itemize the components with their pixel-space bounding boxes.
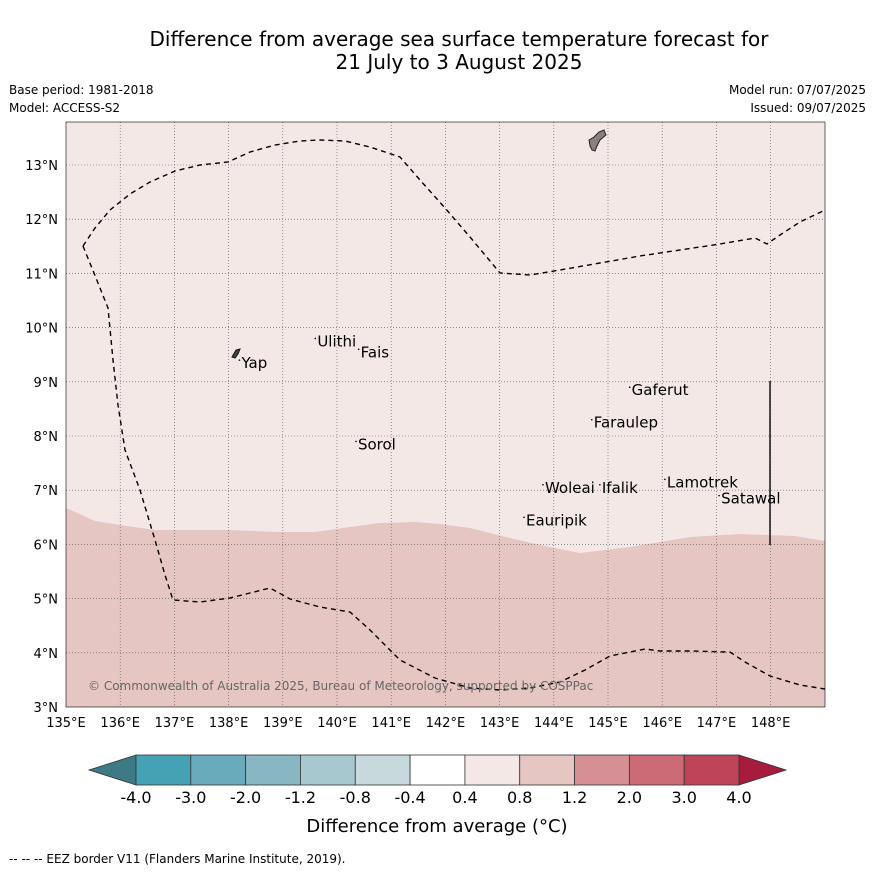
colorbar-cell [519, 754, 575, 786]
lat-tick-label: 5°N [34, 593, 59, 608]
island-marker [357, 348, 360, 351]
lon-tick-label: 136°E [100, 716, 140, 731]
lon-tick-label: 139°E [263, 716, 303, 731]
meta-right: Model run: 07/07/2025 Issued: 09/07/2025 [729, 81, 866, 117]
lon-tick-label: 138°E [209, 716, 249, 731]
latitude-ticks: 3°N 4°N 5°N 6°N 7°N 8°N 9°N 10°N 11°N 12°N 13°N [25, 159, 58, 716]
colorbar-tick-label: -3.0 [175, 788, 206, 807]
lon-tick-label: 137°E [155, 716, 195, 731]
lon-tick-label: 148°E [751, 716, 791, 731]
colorbar-tick-label: 4.0 [726, 788, 751, 807]
lon-tick-label: 147°E [697, 716, 737, 731]
guam-landmass [588, 129, 607, 152]
place-label-faraulep: Faraulep [594, 414, 658, 432]
colorbar-cell [683, 754, 740, 786]
colorbar-tick-label: -2.0 [230, 788, 261, 807]
colorbar-tick-label: -1.2 [285, 788, 316, 807]
title-line-2: 21 July to 3 August 2025 [335, 50, 583, 74]
base-period: Base period: 1981-2018 [9, 83, 154, 97]
map-panel: Yap Ulithi Fais Sorol Gaferut Faraulep Woleai I… [25, 121, 826, 731]
lat-tick-label: 9°N [34, 376, 59, 391]
colorbar-cells [135, 754, 740, 786]
lat-tick-label: 4°N [34, 647, 59, 662]
issued-date: Issued: 09/07/2025 [750, 101, 866, 115]
colorbar-over-arrow [738, 754, 788, 786]
place-label-woleai: Woleai [545, 479, 595, 497]
colorbar-tick-label: 2.0 [617, 788, 642, 807]
place-label-ulithi: Ulithi [317, 332, 356, 350]
island-marker [599, 483, 601, 486]
place-label-yap: Yap [240, 354, 267, 372]
island-marker [590, 418, 593, 421]
colorbar-under-arrow [87, 754, 137, 786]
lat-tick-label: 10°N [25, 322, 58, 337]
eez-footer-note: -- -- -- EEZ border V11 (Flanders Marine… [9, 852, 346, 866]
title-line-1: Difference from average sea surface temp… [149, 27, 769, 51]
island-marker [238, 359, 241, 361]
lon-tick-label: 145°E [588, 716, 628, 731]
island-marker [542, 483, 544, 486]
lon-tick-label: 144°E [534, 716, 574, 731]
place-label-lamotrek: Lamotrek [667, 473, 738, 491]
colorbar-tick-label: 0.4 [452, 788, 477, 807]
island-marker [523, 516, 525, 519]
colorbar-tick-label: 1.2 [562, 788, 587, 807]
colorbar: -4.0 -3.0 -2.0 -1.2 -0.8 -0.4 0.4 0.8 1.2 2.0 3.0 4… [87, 754, 788, 837]
island-marker [718, 494, 720, 497]
lat-tick-label: 7°N [34, 484, 59, 499]
chart-title: Difference from average sea surface temp… [0, 28, 873, 74]
lon-tick-label: 140°E [317, 716, 357, 731]
place-label-fais: Fais [361, 343, 390, 361]
colorbar-cell [300, 754, 356, 786]
place-label-gaferut: Gaferut [632, 381, 689, 399]
colorbar-tick-label: -4.0 [120, 788, 151, 807]
lat-tick-label: 11°N [25, 267, 58, 282]
map-gridlines [66, 122, 825, 707]
colorbar-cell [354, 754, 411, 786]
model-run: Model run: 07/07/2025 [728, 83, 866, 97]
colorbar-ticks: -4.0 -3.0 -2.0 -1.2 -0.8 -0.4 0.4 0.8 1.2 2.0 3.0 4… [120, 788, 751, 807]
lon-tick-label: 143°E [480, 716, 520, 731]
yap-landmass [231, 348, 241, 359]
lon-tick-label: 142°E [426, 716, 466, 731]
place-label-ifalik: Ifalik [602, 479, 638, 497]
colorbar-cell [574, 754, 630, 786]
model-name: Model: ACCESS-S2 [9, 101, 121, 115]
place-labels: Yap Ulithi Fais Sorol Gaferut Faraulep Woleai I… [238, 332, 781, 529]
copyright-notice: © Commonwealth of Australia 2025, Bureau… [88, 679, 593, 693]
island-marker [314, 337, 317, 340]
colorbar-label: Difference from average (°C) [306, 816, 567, 837]
colorbar-cell [628, 754, 685, 786]
lat-tick-label: 8°N [34, 430, 59, 445]
meta-left: Base period: 1981-2018 Model: ACCESS-S2 [9, 81, 154, 117]
lon-tick-label: 135°E [46, 716, 86, 731]
place-label-sorol: Sorol [358, 435, 396, 453]
colorbar-cell [464, 754, 521, 786]
lat-tick-label: 13°N [25, 159, 58, 174]
colorbar-tick-label: 0.8 [507, 788, 532, 807]
colorbar-tick-label: -0.8 [340, 788, 371, 807]
lat-tick-label: 12°N [25, 213, 58, 228]
lat-tick-label: 3°N [34, 701, 59, 716]
colorbar-cell [245, 754, 301, 786]
colorbar-tick-label: 3.0 [671, 788, 696, 807]
sst-band-warm [66, 508, 825, 707]
colorbar-cell [190, 754, 247, 786]
longitude-ticks: 135°E 136°E 137°E 138°E 139°E 140°E 141°E 142°E… [46, 716, 790, 731]
colorbar-tick-label: -0.4 [394, 788, 425, 807]
colorbar-cell [409, 754, 466, 786]
place-label-satawal: Satawal [721, 490, 780, 508]
island-marker [664, 478, 666, 481]
lon-tick-label: 146°E [642, 716, 682, 731]
island-marker [628, 386, 631, 389]
island-marker [355, 440, 357, 443]
place-label-eauripik: Eauripik [526, 511, 587, 529]
lat-tick-label: 6°N [34, 538, 59, 553]
lon-tick-label: 141°E [371, 716, 411, 731]
colorbar-cell [135, 754, 192, 786]
map-frame [65, 121, 826, 708]
